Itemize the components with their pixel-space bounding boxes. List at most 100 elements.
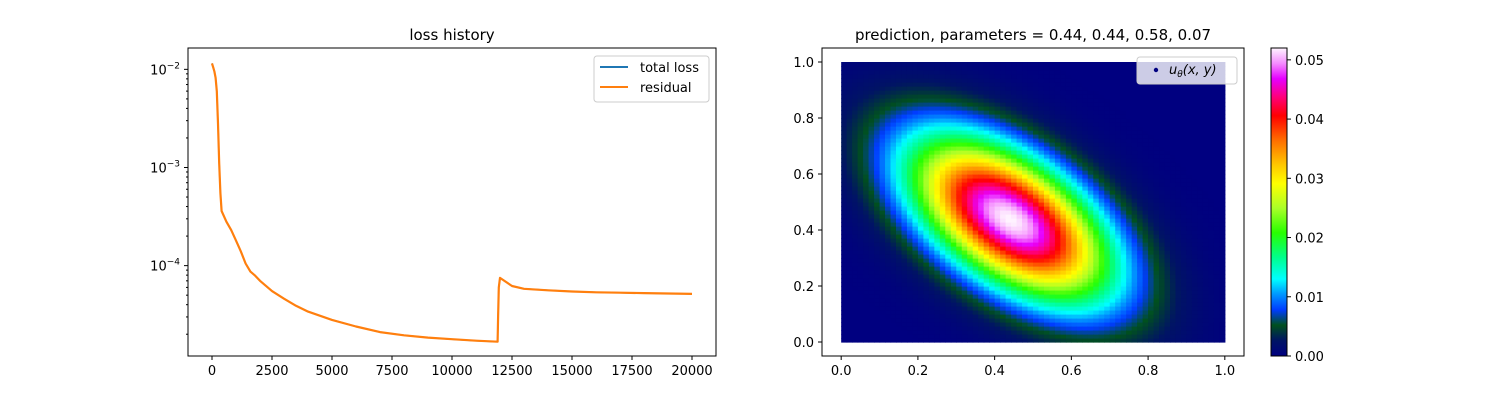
heatmap-cell	[1213, 234, 1220, 239]
heatmap-cell	[1120, 242, 1127, 247]
heatmap-cell	[939, 170, 946, 175]
heatmap-cell	[1087, 166, 1094, 171]
heatmap-cell	[1093, 306, 1100, 311]
heatmap-cell	[1038, 114, 1045, 119]
heatmap-cell	[1000, 302, 1007, 307]
heatmap-cell	[923, 158, 930, 163]
heatmap-cell	[906, 78, 914, 83]
heatmap-cell	[961, 190, 968, 195]
heatmap-cell	[874, 326, 881, 331]
heatmap-cell	[1153, 110, 1160, 115]
heatmap-cell	[1098, 254, 1105, 259]
heatmap-cell	[901, 270, 908, 275]
heatmap-cell	[874, 142, 881, 147]
heatmap-cell	[1126, 274, 1133, 279]
heatmap-cell	[1164, 242, 1171, 247]
heatmap-cell	[978, 306, 985, 311]
heatmap-cell	[1104, 186, 1111, 191]
heatmap-cell	[1043, 250, 1051, 255]
heatmap-cell	[934, 126, 941, 131]
heatmap-cell	[1005, 190, 1012, 195]
heatmap-cell	[923, 274, 930, 279]
heatmap-cell	[1071, 110, 1078, 115]
heatmap-cell	[1202, 90, 1209, 95]
heatmap-cell	[917, 286, 924, 291]
heatmap-cell	[1049, 242, 1056, 247]
heatmap-cell	[1065, 258, 1072, 263]
heatmap-cell	[1104, 134, 1111, 139]
heatmap-cell	[1159, 294, 1166, 299]
heatmap-cell	[895, 102, 903, 107]
heatmap-cell	[1131, 222, 1138, 227]
heatmap-cell	[1202, 98, 1209, 103]
heatmap-cell	[1054, 130, 1061, 135]
heatmap-cell	[1000, 86, 1007, 91]
heatmap-cell	[939, 182, 946, 187]
heatmap-cell	[917, 262, 924, 267]
heatmap-cell	[923, 62, 930, 67]
heatmap-cell	[917, 246, 924, 251]
heatmap-cell	[874, 70, 881, 75]
heatmap-cell	[874, 258, 881, 263]
heatmap-cell	[978, 150, 985, 155]
heatmap-cell	[1197, 230, 1204, 235]
heatmap-cell	[1186, 254, 1193, 259]
heatmap-cell	[1142, 278, 1149, 283]
heatmap-cell	[1186, 146, 1193, 151]
heatmap-cell	[1175, 202, 1182, 207]
heatmap-cell	[1065, 90, 1072, 95]
heatmap-cell	[972, 122, 979, 127]
heatmap-cell	[1186, 202, 1193, 207]
heatmap-cell	[895, 142, 903, 147]
heatmap-cell	[1049, 286, 1056, 291]
heatmap-cell	[1054, 286, 1061, 291]
heatmap-cell	[1159, 98, 1166, 103]
heatmap-cell	[912, 70, 919, 75]
heatmap-cell	[874, 322, 881, 327]
heatmap-cell	[983, 270, 990, 275]
heatmap-cell	[939, 138, 946, 143]
heatmap-cell	[1131, 146, 1138, 151]
heatmap-cell	[868, 146, 875, 151]
heatmap-cell	[863, 326, 870, 331]
heatmap-cell	[923, 322, 930, 327]
heatmap-cell	[895, 198, 903, 203]
heatmap-cell	[1186, 186, 1193, 191]
heatmap-cell	[901, 278, 908, 283]
heatmap-cell	[1137, 206, 1144, 211]
heatmap-cell	[950, 162, 957, 167]
heatmap-cell	[868, 278, 875, 283]
heatmap-cell	[928, 278, 935, 283]
heatmap-cell	[961, 290, 968, 295]
heatmap-cell	[912, 182, 919, 187]
heatmap-cell	[1049, 266, 1056, 271]
heatmap-cell	[1148, 166, 1155, 171]
heatmap-cell	[1202, 102, 1209, 107]
heatmap-cell	[1115, 262, 1122, 267]
heatmap-cell	[945, 146, 952, 151]
heatmap-cell	[1142, 142, 1149, 147]
heatmap-cell	[1213, 334, 1220, 339]
heatmap-cell	[890, 114, 897, 119]
heatmap-cell	[1120, 210, 1127, 215]
heatmap-cell	[1071, 238, 1078, 243]
heatmap-cell	[989, 270, 996, 275]
heatmap-cell	[1186, 274, 1193, 279]
heatmap-cell	[1170, 110, 1177, 115]
heatmap-cell	[912, 162, 919, 167]
heatmap-cell	[1153, 182, 1160, 187]
heatmap-cell	[1131, 306, 1138, 311]
heatmap-cell	[1093, 190, 1100, 195]
heatmap-cell	[1087, 78, 1094, 83]
heatmap-cell	[890, 106, 897, 111]
heatmap-cell	[967, 270, 974, 275]
heatmap-cell	[934, 310, 941, 315]
heatmap-cell	[1005, 290, 1012, 295]
heatmap-cell	[1126, 62, 1133, 67]
heatmap-cell	[939, 338, 946, 343]
heatmap-cell	[890, 146, 897, 151]
heatmap-cell	[1197, 110, 1204, 115]
heatmap-cell	[1213, 330, 1220, 335]
heatmap-cell	[1033, 278, 1040, 283]
heatmap-cell	[895, 254, 903, 259]
